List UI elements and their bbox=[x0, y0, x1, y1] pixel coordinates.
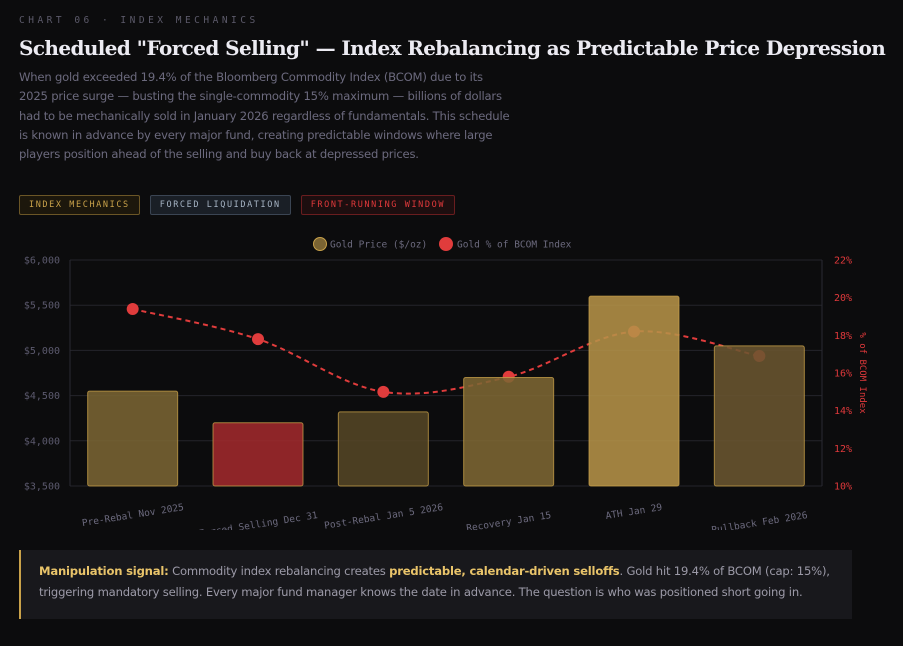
x-tick-label: Post-Rebal Jan 5 2026 bbox=[324, 502, 445, 530]
callout-text-2: . Gold hit 19.4% of BCOM (cap: 15%), tri… bbox=[39, 564, 830, 599]
gold-price-bar bbox=[87, 390, 179, 487]
tag-forced-liquidation: FORCED LIQUIDATION bbox=[149, 195, 291, 215]
right-tick-label: 22% bbox=[834, 256, 852, 267]
gold-price-bar bbox=[337, 411, 429, 487]
x-tick-label: Forced Selling Dec 31 bbox=[198, 510, 319, 530]
x-tick-label: Pullback Feb 2026 bbox=[711, 510, 809, 530]
right-tick-label: 16% bbox=[834, 369, 852, 380]
left-tick-label: $3,500 bbox=[24, 482, 60, 493]
left-tick-label: $4,500 bbox=[24, 391, 60, 402]
tag-index-mechanics: INDEX MECHANICS bbox=[19, 195, 140, 215]
combo-chart: $3,500 $4,000 $4,500 $5,000 $5,500 $6,000 10% 1… bbox=[24, 237, 867, 530]
page-title: Scheduled "Forced Selling" — Index Rebal… bbox=[19, 36, 886, 60]
legend-swatch-gold-price bbox=[313, 237, 327, 251]
right-tick-label: 10% bbox=[834, 482, 852, 493]
x-tick-label: Pre-Rebal Nov 2025 bbox=[81, 502, 184, 529]
callout-text: Commodity index rebalancing creates bbox=[168, 564, 390, 578]
legend-label: Gold Price ($/oz) bbox=[330, 240, 427, 251]
left-tick-label: $6,000 bbox=[24, 256, 60, 267]
left-tick-label: $4,000 bbox=[24, 436, 60, 447]
tag-list: INDEX MECHANICS FORCED LIQUIDATION FRONT… bbox=[19, 195, 456, 215]
legend-swatch-bcom-share bbox=[439, 237, 453, 251]
left-tick-label: $5,500 bbox=[24, 301, 60, 312]
right-tick-label: 14% bbox=[834, 406, 852, 417]
right-tick-label: 20% bbox=[834, 293, 852, 304]
bcom-share-point bbox=[126, 302, 139, 315]
right-tick-label: 12% bbox=[834, 444, 852, 455]
gold-price-bar bbox=[713, 345, 805, 487]
x-tick-label: ATH Jan 29 bbox=[605, 502, 663, 522]
gold-price-bar bbox=[463, 377, 555, 487]
x-tick-label: Recovery Jan 15 bbox=[466, 510, 552, 530]
right-axis-title: % of BCOM Index bbox=[857, 332, 867, 414]
legend-label: Gold % of BCOM Index bbox=[457, 240, 572, 251]
gold-price-bar bbox=[588, 295, 680, 487]
gold-price-bar bbox=[212, 422, 304, 487]
tag-front-running-window: FRONT-RUNNING WINDOW bbox=[300, 195, 456, 215]
left-tick-label: $5,000 bbox=[24, 346, 60, 357]
bcom-share-point bbox=[252, 333, 264, 346]
callout-label: Manipulation signal: bbox=[39, 564, 169, 578]
chart-eyebrow: CHART 06 · INDEX MECHANICS bbox=[19, 15, 259, 26]
callout-note: Manipulation signal: Commodity index reb… bbox=[19, 550, 852, 619]
bcom-share-point bbox=[377, 385, 390, 398]
callout-highlight: predictable, calendar-driven selloffs bbox=[389, 564, 620, 578]
page-description: When gold exceeded 19.4% of the Bloomber… bbox=[19, 70, 510, 162]
right-tick-label: 18% bbox=[834, 331, 852, 342]
